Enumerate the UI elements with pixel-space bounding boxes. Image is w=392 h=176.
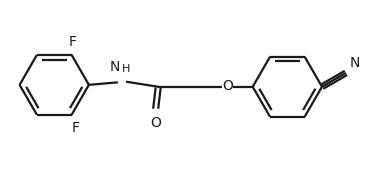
Text: O: O [222,79,233,93]
Text: F: F [69,35,77,49]
Text: O: O [150,116,161,130]
Text: F: F [71,121,79,135]
Text: N: N [109,60,120,74]
Text: N: N [350,56,360,70]
Text: H: H [122,64,130,74]
